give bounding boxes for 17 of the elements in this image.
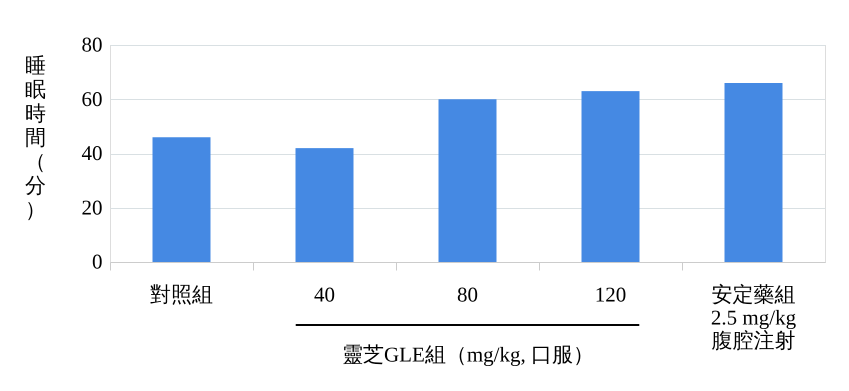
bar	[152, 137, 210, 262]
y-tick-label: 20	[82, 195, 102, 220]
bar	[582, 91, 640, 262]
bar	[438, 99, 496, 262]
bar	[724, 82, 782, 262]
x-tick-label: 80	[457, 282, 478, 306]
x-tick-label: 120	[594, 282, 626, 306]
x-axis-title: 靈芝GLE組（mg/kg, 口服）	[342, 342, 594, 366]
y-tick-label: 0	[92, 250, 102, 274]
y-tick-label: 40	[82, 141, 102, 165]
y-tick-label: 80	[82, 32, 102, 56]
x-tick-label: 安定藥組 2.5 mg/kg 腹腔注射	[710, 282, 797, 352]
y-tick-label: 60	[82, 86, 102, 111]
bar	[296, 148, 354, 262]
x-tick-label: 40	[314, 282, 335, 306]
x-tick-label: 對照組	[150, 282, 213, 306]
y-axis-title: 睡眠時間（分）	[25, 54, 46, 222]
